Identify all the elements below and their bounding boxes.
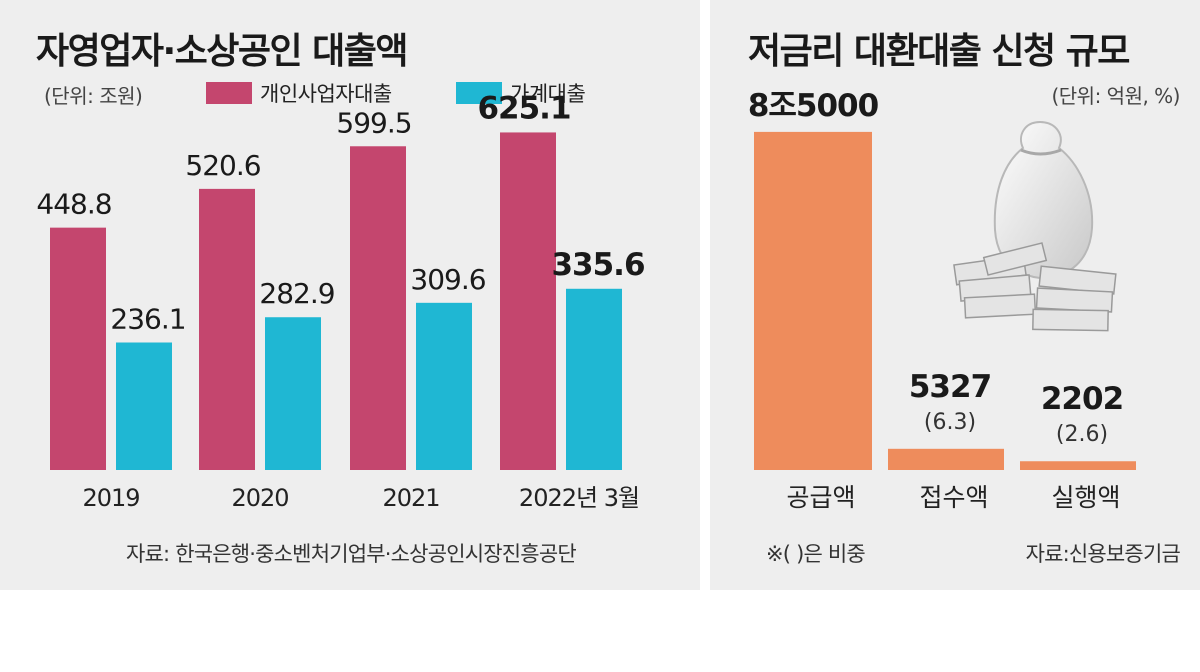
bar-household-1 (265, 317, 321, 470)
loan-bar-chart: 448.8 520.6 599.5 625.1 236.1 282.9 309.6 335.6… (36, 90, 645, 512)
bar-business-3 (500, 132, 556, 471)
bar-refinance-0 (754, 131, 872, 470)
value-label-household-1: 282.9 (259, 277, 334, 310)
value-label-household-3: 335.6 (551, 247, 644, 283)
legend-swatch-household (456, 82, 502, 104)
loan-chart-title: 자영업자·소상공인 대출액 (36, 31, 409, 72)
value-label-business-3: 625.1 (477, 90, 570, 126)
legend-label-household: 가계대출 (510, 82, 586, 106)
legend-swatch-business (206, 82, 252, 104)
bar-business-0 (50, 227, 106, 470)
bar-household-0 (116, 342, 172, 470)
legend-label-business: 개인사업자대출 (260, 82, 392, 106)
money-bag-icon (953, 120, 1117, 332)
refinance-bar-chart: 8조5000 공급액 5327 (6.3) 접수액 2202 (2.6) 실행액 (748, 88, 1136, 512)
category-label-refinance-0: 공급액 (786, 483, 855, 512)
refinance-unit-label: (단위: 억원, %) (1051, 84, 1180, 108)
share-label-1: (6.3) (924, 410, 976, 435)
value-label-refinance-1: 5327 (909, 369, 991, 405)
value-label-refinance-0: 8조5000 (748, 88, 879, 124)
category-label-refinance-1: 접수액 (919, 483, 988, 512)
value-label-business-0: 448.8 (36, 188, 111, 221)
bar-household-3 (566, 288, 622, 470)
value-label-refinance-2: 2202 (1041, 381, 1123, 417)
value-label-household-2: 309.6 (410, 263, 485, 296)
category-label-2: 2021 (382, 484, 439, 512)
category-label-1: 2020 (231, 484, 288, 512)
refinance-chart-title: 저금리 대환대출 신청 규모 (748, 31, 1130, 72)
bar-household-2 (416, 302, 472, 470)
bar-refinance-2 (1020, 461, 1136, 470)
share-label-2: (2.6) (1056, 422, 1108, 447)
category-label-0: 2019 (82, 484, 139, 512)
loan-source: 자료: 한국은행·중소벤처기업부·소상공인시장진흥공단 (126, 542, 577, 566)
bar-business-1 (199, 188, 255, 470)
value-label-business-1: 520.6 (185, 149, 260, 182)
value-label-business-2: 599.5 (336, 106, 411, 139)
refinance-source: 자료:신용보증기금 (1025, 542, 1181, 566)
bar-refinance-1 (888, 448, 1004, 470)
category-label-3: 2022년 3월 (519, 484, 639, 512)
loan-unit-label: (단위: 조원) (44, 84, 143, 108)
value-label-household-0: 236.1 (110, 303, 185, 336)
bar-business-2 (350, 146, 406, 470)
category-label-refinance-2: 실행액 (1051, 483, 1120, 512)
loan-panel: 자영업자·소상공인 대출액 (단위: 조원) 개인사업자대출 가계대출 448.… (0, 0, 700, 590)
refinance-panel: 저금리 대환대출 신청 규모 (단위: 억원, %) 8조5 (710, 0, 1200, 590)
refinance-note: ※( )은 비중 (766, 542, 866, 566)
